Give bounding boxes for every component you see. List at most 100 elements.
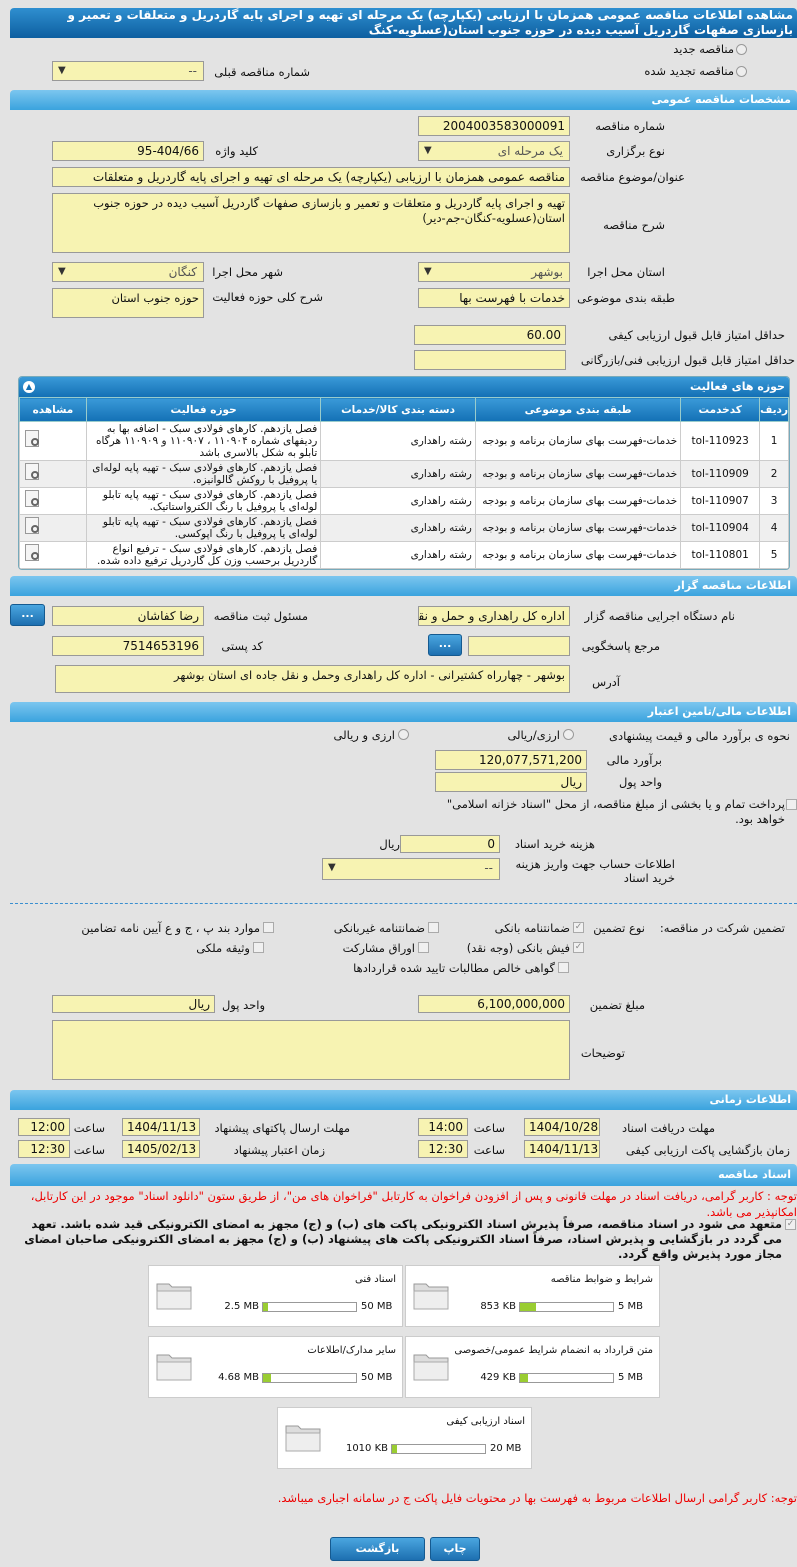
province-label: استان محل اجرا <box>587 265 665 279</box>
doc-cost-unit: ریال <box>379 837 400 851</box>
document-max-size: 50 MB <box>361 1372 393 1383</box>
table-row: 2 tol-110909 خدمات-فهرست بهای سازمان برنام… <box>19 460 789 488</box>
min-tech-field[interactable] <box>414 350 566 370</box>
doc-cost-field[interactable]: 0 <box>400 835 500 853</box>
guarantee-checkbox[interactable]: ✓ <box>573 942 584 953</box>
back-button[interactable]: بازگشت <box>330 1537 425 1561</box>
column-header: دسته بندی کالا/خدمات <box>320 397 476 422</box>
table-cell: رشته راهداری <box>320 421 476 461</box>
guarantee-checkbox[interactable] <box>263 922 274 933</box>
table-cell: tol-110907 <box>680 487 761 515</box>
area-field[interactable]: حوزه جنوب استان <box>52 288 204 318</box>
province-select[interactable]: بوشهر ▼ <box>418 262 570 282</box>
table-cell: فصل یازدهم. کارهای فولادی سبک - ترفیع ان… <box>85 541 322 569</box>
view-document-icon[interactable] <box>23 462 43 483</box>
area-label: شرح کلی حوزه فعالیت <box>212 290 323 304</box>
table-cell: 5 <box>759 541 789 569</box>
guarantee-checkbox[interactable] <box>558 962 569 973</box>
new-tender-radio[interactable] <box>736 44 747 55</box>
view-cell[interactable] <box>19 460 87 488</box>
submit-date-field[interactable]: 1404/11/13 <box>122 1118 200 1136</box>
view-document-icon[interactable] <box>23 429 43 450</box>
valid-time-field[interactable]: 12:30 <box>18 1140 70 1158</box>
guarantee-checkbox[interactable] <box>418 942 429 953</box>
document-title: متن قرارداد به انضمام شرایط عمومی/خصوصی <box>454 1345 653 1356</box>
address-field[interactable]: بوشهر - چهارراه کشتیرانی - اداره کل راهد… <box>55 665 570 693</box>
category-field[interactable]: خدمات با فهرست بها <box>418 288 570 308</box>
page-title: مشاهده اطلاعات مناقصه عمومی همزمان با ار… <box>10 8 797 38</box>
view-cell[interactable] <box>19 421 87 461</box>
responsible-field[interactable]: رضا کفاشان <box>52 606 204 626</box>
organization-field[interactable]: اداره کل راهداری و حمل و نقل <box>418 606 570 626</box>
valid-label: زمان اعتبار پیشنهاد <box>233 1143 325 1157</box>
table-cell: فصل یازدهم. کارهای فولادی سبک - تهیه پای… <box>85 460 322 488</box>
document-title: سایر مدارک/اطلاعات <box>307 1345 396 1356</box>
reference-lookup-button[interactable]: ... <box>428 634 462 656</box>
document-card[interactable]: شرایط و ضوابط مناقصه 853 KB 5 MB <box>405 1265 660 1327</box>
guarantee-amount-field[interactable]: 6,100,000,000 <box>418 995 570 1013</box>
table-cell: خدمات-فهرست بهای سازمان برنامه و بودجه <box>474 487 682 515</box>
currency-field[interactable]: ریال <box>435 772 587 792</box>
document-max-size: 50 MB <box>361 1301 393 1312</box>
view-cell[interactable] <box>19 487 87 515</box>
renewed-tender-radio[interactable] <box>736 66 747 77</box>
table-cell: رشته راهداری <box>320 541 476 569</box>
city-select[interactable]: کنگان ▼ <box>52 262 204 282</box>
submit-time-field[interactable]: 12:00 <box>18 1118 70 1136</box>
address-label: آدرس <box>592 675 620 689</box>
responsible-lookup-button[interactable]: ... <box>10 604 45 626</box>
view-document-icon[interactable] <box>23 489 43 510</box>
receive-date-field[interactable]: 1404/10/28 <box>524 1118 600 1136</box>
view-cell[interactable] <box>19 541 87 569</box>
method-option-1: ارزی/ریالی <box>507 728 560 742</box>
collapse-icon[interactable]: ▲ <box>23 381 35 393</box>
reference-field[interactable] <box>468 636 570 656</box>
account-select[interactable]: -- ▼ <box>322 858 500 880</box>
commit-checkbox[interactable]: ✓ <box>785 1219 796 1230</box>
method-radio-1[interactable] <box>563 729 574 740</box>
postal-code-field[interactable]: 7514653196 <box>52 636 204 656</box>
guarantee-option-label: وثیقه ملکی <box>196 941 250 955</box>
treasury-checkbox[interactable] <box>786 799 797 810</box>
view-document-icon[interactable] <box>23 516 43 537</box>
section-organizer: اطلاعات مناقصه گزار <box>10 576 797 596</box>
print-button[interactable]: چاپ <box>430 1537 480 1561</box>
open-time-field[interactable]: 12:30 <box>418 1140 468 1158</box>
table-row: 5 tol-110801 خدمات-فهرست بهای سازمان برنام… <box>19 541 789 569</box>
notes-field[interactable] <box>52 1020 570 1080</box>
document-card[interactable]: متن قرارداد به انضمام شرایط عمومی/خصوصی … <box>405 1336 660 1398</box>
min-quality-label: حداقل امتیاز قابل قبول ارزیابی کیفی <box>608 328 786 342</box>
prev-number-select[interactable]: -- ▼ <box>52 61 204 81</box>
guarantee-checkbox[interactable] <box>253 942 264 953</box>
category-label: طبقه بندی موضوعی <box>577 291 675 305</box>
min-quality-field[interactable]: 60.00 <box>414 325 566 345</box>
reference-label: مرجع پاسخگویی <box>581 639 660 653</box>
document-card[interactable]: اسناد فنی 2.5 MB 50 MB <box>148 1265 403 1327</box>
receive-time-field[interactable]: 14:00 <box>418 1118 468 1136</box>
guarantee-option-label: موارد بند پ ، ج و ع آیین نامه تضامین <box>81 921 260 935</box>
section-docs: اسناد مناقصه <box>10 1164 797 1186</box>
hour-label: ساعت <box>473 1121 505 1135</box>
valid-date-field[interactable]: 1405/02/13 <box>122 1140 200 1158</box>
account-label: اطلاعات حساب جهت واریز هزینه خرید اسناد <box>515 857 675 885</box>
tender-number-field[interactable]: 2004003583000091 <box>418 116 570 136</box>
guarantee-checkbox[interactable]: ✓ <box>573 922 584 933</box>
keyword-field[interactable]: 95-404/66 <box>52 141 204 161</box>
description-field[interactable]: تهیه و اجرای پایه گاردریل و متعلقات و تع… <box>52 193 570 253</box>
renewed-tender-label: مناقصه تجدید شده <box>644 64 734 78</box>
estimate-field[interactable]: 120,077,571,200 <box>435 750 587 770</box>
view-document-icon[interactable] <box>23 543 43 564</box>
type-select[interactable]: یک مرحله ای ▼ <box>418 141 570 161</box>
guarantee-currency-field[interactable]: ریال <box>52 995 215 1013</box>
hour-label: ساعت <box>73 1121 105 1135</box>
view-cell[interactable] <box>19 514 87 542</box>
method-radio-2[interactable] <box>398 729 409 740</box>
guarantee-checkbox[interactable] <box>428 922 439 933</box>
chevron-down-icon: ▼ <box>58 65 66 76</box>
select-value: کنگان <box>168 265 197 279</box>
open-date-field[interactable]: 1404/11/13 <box>524 1140 600 1158</box>
docs-bottom-note: توجه: کاربر گرامی ارسال اطلاعات مربوط به… <box>277 1491 797 1505</box>
document-card[interactable]: اسناد ارزیابی کیفی 1010 KB 20 MB <box>277 1407 532 1469</box>
document-card[interactable]: سایر مدارک/اطلاعات 4.68 MB 50 MB <box>148 1336 403 1398</box>
subject-field[interactable]: مناقصه عمومی همزمان با ارزیابی (یکپارچه)… <box>52 167 570 187</box>
